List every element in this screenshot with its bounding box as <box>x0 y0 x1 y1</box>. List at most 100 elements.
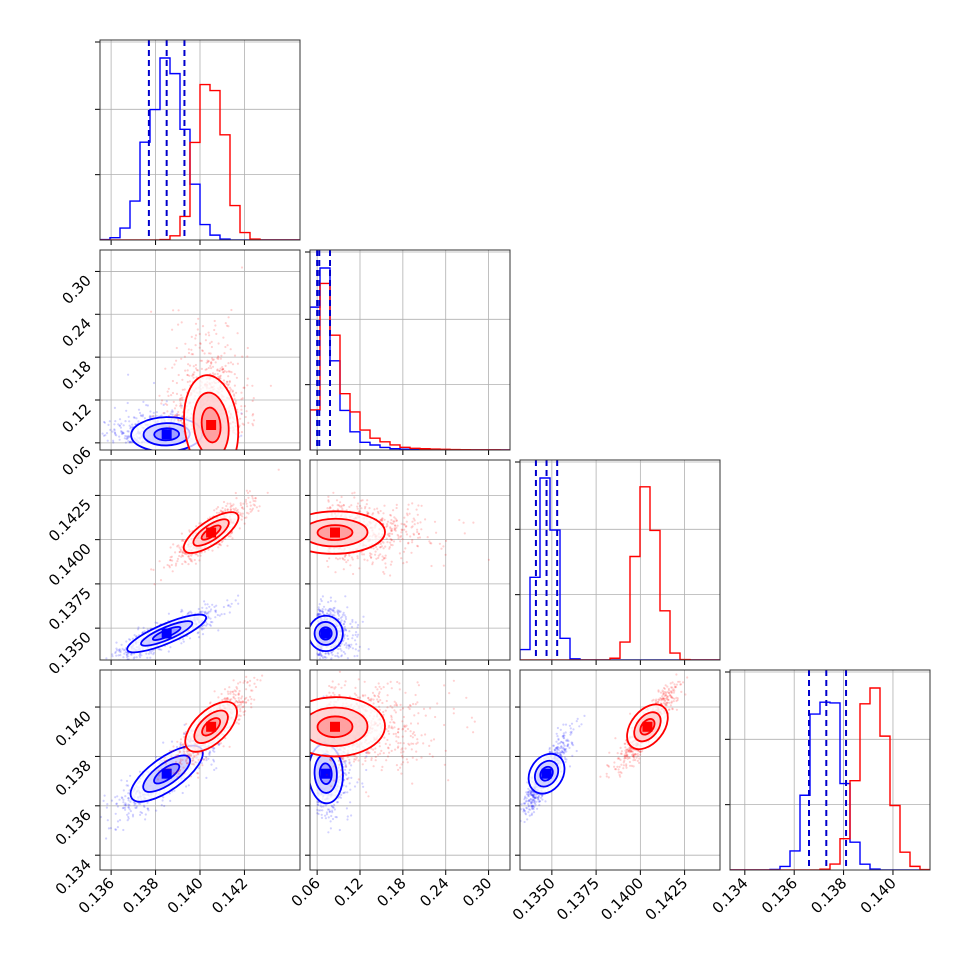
scatter-point <box>186 369 189 372</box>
scatter-point <box>187 363 190 366</box>
scatter-point <box>369 554 372 557</box>
scatter-point <box>346 644 349 647</box>
scatter-point <box>217 375 220 378</box>
scatter-point <box>391 544 394 547</box>
scatter-point <box>220 541 223 544</box>
scatter-point <box>176 545 179 548</box>
scatter-point <box>223 369 226 373</box>
scatter-point <box>171 366 174 369</box>
scatter-point <box>349 622 352 626</box>
scatter-point <box>239 502 242 505</box>
scatter-point <box>201 606 204 609</box>
scatter-point <box>213 509 216 512</box>
scatter-point <box>188 557 191 560</box>
scatter-point <box>329 599 332 603</box>
scatter-point <box>210 361 213 364</box>
scatter-point <box>122 656 125 659</box>
scatter-point <box>376 507 379 510</box>
scatter-point <box>400 531 403 534</box>
scatter-point <box>211 357 214 360</box>
scatter-point <box>218 543 221 546</box>
scatter-point <box>322 664 324 666</box>
scatter-point <box>366 512 369 516</box>
scatter-point <box>208 334 211 337</box>
scatter-point <box>153 583 156 586</box>
scatter-point <box>356 557 359 560</box>
scatter-point <box>112 441 115 444</box>
scatter-point <box>424 518 427 521</box>
scatter-point <box>402 562 405 565</box>
scatter-point <box>125 409 128 412</box>
scatter-point <box>160 648 163 651</box>
scatter-point <box>189 559 192 563</box>
scatter-point <box>190 554 193 557</box>
scatter-point <box>130 440 133 443</box>
scatter-point <box>208 516 212 519</box>
scatter-point <box>229 535 232 538</box>
scatter-point <box>162 741 165 744</box>
scatter-point <box>354 664 356 666</box>
scatter-point <box>214 373 217 376</box>
scatter-point <box>230 371 233 374</box>
scatter-point <box>350 504 353 507</box>
scatter-point <box>187 555 190 558</box>
scatter-point <box>348 630 351 633</box>
scatter-point <box>356 635 359 638</box>
scatter-point <box>405 520 408 523</box>
scatter-point <box>339 505 342 508</box>
scatter-point <box>234 599 237 602</box>
scatter-point <box>167 414 170 418</box>
scatter-point <box>194 344 197 347</box>
scatter-point <box>387 532 390 535</box>
scatter-point <box>338 557 342 560</box>
scatter-point <box>370 556 373 559</box>
scatter-point <box>180 321 183 324</box>
scatter-point <box>344 554 347 557</box>
scatter-point <box>350 625 354 629</box>
scatter-point <box>379 546 382 549</box>
scatter-point <box>351 637 354 640</box>
scatter-point <box>129 638 132 642</box>
scatter-point <box>142 804 146 807</box>
scatter-point <box>348 505 351 508</box>
scatter-point <box>433 520 437 523</box>
scatter-point <box>137 802 140 805</box>
scatter-point <box>180 415 183 418</box>
scatter-point <box>143 630 146 633</box>
scatter-point <box>142 626 145 629</box>
scatter-point <box>143 805 146 809</box>
scatter-point <box>178 546 181 549</box>
scatter-point <box>184 342 187 345</box>
scatter-point <box>247 496 250 499</box>
scatter-point <box>127 815 130 818</box>
y-tick-label: 0.30 <box>58 272 94 308</box>
scatter-point <box>345 509 348 512</box>
scatter-point <box>408 512 411 515</box>
scatter-point <box>222 371 225 374</box>
scatter-point <box>239 504 242 507</box>
scatter-point <box>127 784 130 787</box>
scatter-point <box>180 642 183 645</box>
scatter-point <box>120 643 123 646</box>
scatter-point <box>221 368 225 371</box>
scatter-point <box>397 535 400 538</box>
scatter-point <box>180 539 183 542</box>
scatter-point <box>222 605 225 609</box>
scatter-point <box>181 551 184 554</box>
scatter-point <box>175 562 178 565</box>
scatter-point <box>125 437 128 440</box>
scatter-point <box>322 672 324 674</box>
scatter-point <box>199 359 202 362</box>
scatter-point <box>225 370 228 373</box>
scatter-point <box>124 795 127 798</box>
scatter-point <box>319 613 322 616</box>
scatter-point <box>161 799 164 802</box>
scatter-point <box>251 507 254 510</box>
scatter-point <box>194 322 198 325</box>
scatter-point <box>336 558 339 561</box>
scatter-point <box>246 384 249 387</box>
scatter-point <box>175 404 178 407</box>
scatter-point <box>125 651 129 654</box>
scatter-point <box>445 539 448 543</box>
scatter-point <box>203 612 206 615</box>
